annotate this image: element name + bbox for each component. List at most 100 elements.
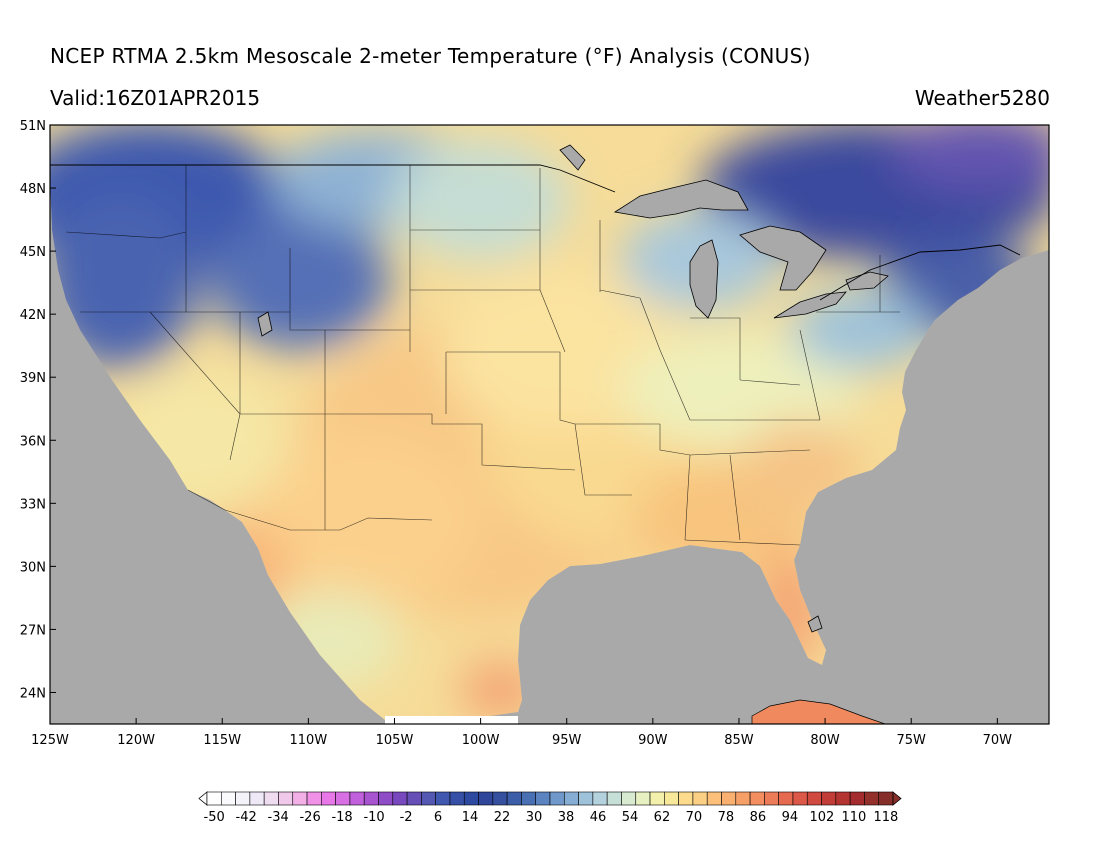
great-lakes: [257, 144, 889, 633]
lat-tick-label: 51N: [20, 119, 46, 134]
colorbar-swatch: [506, 791, 522, 806]
colorbar-label: 118: [873, 810, 898, 825]
colorbar-label: -2: [400, 810, 413, 825]
lake-superior: [613, 179, 749, 219]
colorbar-swatch: [220, 791, 236, 806]
lat-tick-label: 45N: [20, 245, 46, 260]
colorbar-label: 46: [590, 810, 607, 825]
colorbar-label: 94: [782, 810, 799, 825]
colorbar-label: 30: [526, 810, 543, 825]
lake-ontario: [845, 271, 889, 291]
temperature-colorbar: -50 -42 -34 -26 -18 -10 -2 6 14 22 30 38 46 54 62 70 78 8…: [198, 791, 902, 825]
lat-tick-label: 39N: [20, 371, 46, 386]
colorbar-swatch: [578, 791, 594, 806]
colorbar-swatch: [849, 791, 865, 806]
colorbar-swatch: [835, 791, 851, 806]
lake-okeechobee: [807, 615, 823, 633]
colorbar-swatch: [392, 791, 408, 806]
national-borders: [50, 164, 1021, 301]
colorbar-label: -34: [268, 810, 289, 825]
colorbar-swatch: [864, 791, 880, 806]
longitude-axis: 125W 120W 115W 110W 105W 100W 95W 90W 85W 80W 75W 7…: [31, 718, 1012, 748]
cuba: [751, 699, 886, 724]
colorbar-swatch: [778, 791, 794, 806]
lon-tick-label: 80W: [810, 733, 840, 748]
colorbar-min-arrow: [198, 791, 208, 806]
lat-tick-label: 24N: [20, 686, 46, 701]
lat-tick-label: 33N: [20, 497, 46, 512]
colorbar-swatch: [492, 791, 508, 806]
great-salt-lake: [257, 311, 273, 337]
colorbar-swatch: [606, 791, 622, 806]
valid-time: Valid:16Z01APR2015: [50, 86, 261, 110]
colorbar-swatch: [649, 791, 665, 806]
map-title: NCEP RTMA 2.5km Mesoscale 2-meter Temper…: [50, 44, 811, 68]
colorbar-label: -50: [204, 810, 225, 825]
colorbar-swatch: [521, 791, 537, 806]
no-data-strip: [385, 716, 518, 724]
lon-tick-label: 110W: [290, 733, 328, 748]
colorbar-swatch: [263, 791, 279, 806]
map-frame: [49, 124, 1050, 725]
lon-tick-label: 95W: [552, 733, 582, 748]
temperature-map: [49, 124, 1050, 725]
colorbar-label: 110: [841, 810, 866, 825]
colorbar-swatch: [735, 791, 751, 806]
colorbar-label: 102: [809, 810, 834, 825]
colorbar-label: 54: [622, 810, 639, 825]
colorbar-label: 6: [434, 810, 442, 825]
colorbar-label: -18: [331, 810, 352, 825]
colorbar-swatch: [621, 791, 637, 806]
lon-tick-label: 85W: [724, 733, 754, 748]
lake-winnipeg: [559, 144, 586, 171]
colorbar-swatch: [435, 791, 451, 806]
colorbar-label: 22: [494, 810, 511, 825]
colorbar-swatch: [406, 791, 422, 806]
colorbar-swatch: [335, 791, 351, 806]
colorbar-swatch: [349, 791, 365, 806]
colorbar-swatch: [749, 791, 765, 806]
colorbar-swatch: [363, 791, 379, 806]
colorbar-label: -10: [363, 810, 384, 825]
lon-tick-label: 115W: [203, 733, 241, 748]
lat-tick-label: 30N: [20, 560, 46, 575]
colorbar-swatch: [463, 791, 479, 806]
colorbar-swatch: [792, 791, 808, 806]
colorbar-swatch: [249, 791, 265, 806]
latitude-axis: 51N 48N 45N 42N 39N 36N 33N 30N 27N 24N: [20, 119, 56, 701]
colorbar-swatch: [292, 791, 308, 806]
colorbar-swatch: [378, 791, 394, 806]
colorbar-label: -26: [299, 810, 320, 825]
colorbar-swatch: [664, 791, 679, 806]
colorbar-swatch: [478, 791, 494, 806]
lon-tick-label: 70W: [983, 733, 1013, 748]
lake-erie: [773, 291, 847, 319]
colorbar-swatch: [235, 791, 251, 806]
colorbar-swatch: [878, 791, 894, 806]
colorbar-swatch: [206, 791, 222, 806]
colorbar-swatch: [764, 791, 779, 806]
colorbar-swatch: [421, 791, 436, 806]
lat-tick-label: 27N: [20, 623, 46, 638]
lon-tick-label: 105W: [376, 733, 414, 748]
lon-tick-label: 75W: [897, 733, 927, 748]
colorbar-swatch: [678, 791, 694, 806]
colorbar-label: 78: [718, 810, 735, 825]
colorbar-label: -42: [236, 810, 257, 825]
colorbar-label: 14: [462, 810, 479, 825]
colorbar-swatch: [449, 791, 465, 806]
colorbar-swatch: [721, 791, 737, 806]
lat-tick-label: 42N: [20, 308, 46, 323]
lake-huron: [739, 225, 827, 291]
colorbar-swatch: [592, 791, 608, 806]
colorbar-swatch: [635, 791, 651, 806]
lon-tick-label: 90W: [638, 733, 668, 748]
colorbar-label: 62: [654, 810, 671, 825]
colorbar-label: 70: [686, 810, 703, 825]
lon-tick-label: 120W: [117, 733, 155, 748]
colorbar-swatch: [306, 791, 322, 806]
colorbar-label: 38: [558, 810, 575, 825]
colorbar-swatch: [821, 791, 837, 806]
colorbar-swatch: [706, 791, 722, 806]
colorbar-label: 86: [750, 810, 767, 825]
